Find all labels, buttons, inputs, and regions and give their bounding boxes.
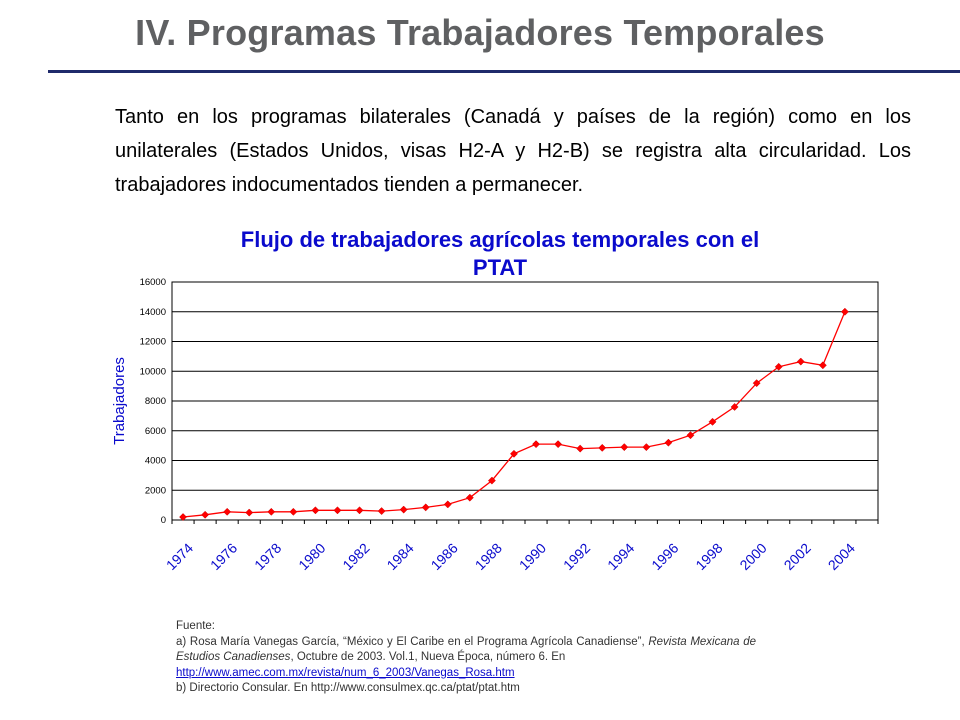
data-point [311,506,320,515]
data-point [664,438,673,447]
data-point [399,505,408,514]
title-divider [48,70,960,73]
data-point [598,443,607,452]
y-tick-label: 8000 [145,396,166,407]
x-tick-label: 2002 [781,540,814,573]
data-point [532,440,540,449]
data-point [201,510,210,519]
data-point [377,507,386,516]
data-point [686,431,695,440]
x-tick-label: 1990 [516,540,549,573]
y-tick-label: 0 [161,515,166,526]
x-tick-label: 1976 [207,540,240,573]
data-point [179,513,187,521]
data-point [421,503,430,512]
data-point [752,379,761,388]
data-point [642,443,651,452]
x-tick-label: 1988 [472,540,505,573]
data-point [245,508,254,517]
data-point [289,507,298,516]
source-a: a) Rosa María Vanegas García, “México y … [176,635,756,666]
x-tick-label: 1986 [428,540,461,573]
y-axis-label: Trabajadores [111,357,128,445]
y-tick-label: 12000 [140,337,166,348]
data-point [708,417,717,426]
x-tick-label: 1992 [560,540,593,573]
data-point [267,507,276,516]
source-a-rest: , Octubre de 2003. Vol.1, Nueva Época, n… [290,651,566,663]
slide-title: IV. Programas Trabajadores Temporales [135,12,825,53]
data-point [465,493,474,502]
y-tick-label: 2000 [145,485,166,496]
data-point [818,361,827,370]
data-point [796,357,805,366]
source-b: b) Directorio Consular. En http://www.co… [176,682,520,694]
x-tick-label: 1994 [604,540,637,573]
data-point [774,362,783,371]
y-tick-label: 4000 [145,456,166,467]
data-point [333,506,342,515]
line-chart: 0 2000 4000 6000 8000 10000 12000 14000 16000 197… [111,277,879,573]
source-a-journal: Revista Mexicana de Estudios Canadienses [176,635,756,664]
y-tick-label: 10000 [140,366,166,377]
x-tick-label: 2000 [736,540,769,573]
series-line [182,311,846,518]
intro-paragraph: Tanto en los programas bilaterales (Cana… [115,106,911,196]
y-tick-label: 6000 [145,426,166,437]
x-tick-label: 1982 [339,540,372,573]
data-point [554,440,563,449]
x-tick-label: 2004 [825,540,858,573]
y-tick-label: 16000 [140,277,166,288]
data-point [223,507,232,516]
data-point [510,449,518,458]
chart-title-line2: PTAT [472,255,528,280]
chart-title: Flujo de trabajadores agrícolas temporal… [190,226,810,282]
data-point [840,307,849,316]
data-point [443,500,452,509]
source-notes: Fuente: a) Rosa María Vanegas García, “M… [176,619,756,697]
x-tick-label: 1996 [648,540,681,573]
data-point [487,476,496,485]
x-tick-label: 1984 [383,540,416,573]
chart-title-line1: Flujo de trabajadores agrícolas temporal… [240,227,760,252]
data-point [355,506,364,515]
data-point [730,402,739,411]
x-tick-label: 1998 [692,540,725,573]
x-tick-label: 1978 [251,540,284,573]
x-tick-label: 1974 [163,540,196,573]
source-label: Fuente: [176,620,215,632]
source-link[interactable]: http://www.amec.com.mx/revista/num_6_200… [176,666,515,679]
x-tick-label: 1980 [295,540,328,573]
data-point [620,443,629,452]
data-point [576,444,585,453]
source-a-start: a) Rosa María Vanegas García, “México y … [176,635,645,648]
y-tick-label: 14000 [140,307,166,318]
